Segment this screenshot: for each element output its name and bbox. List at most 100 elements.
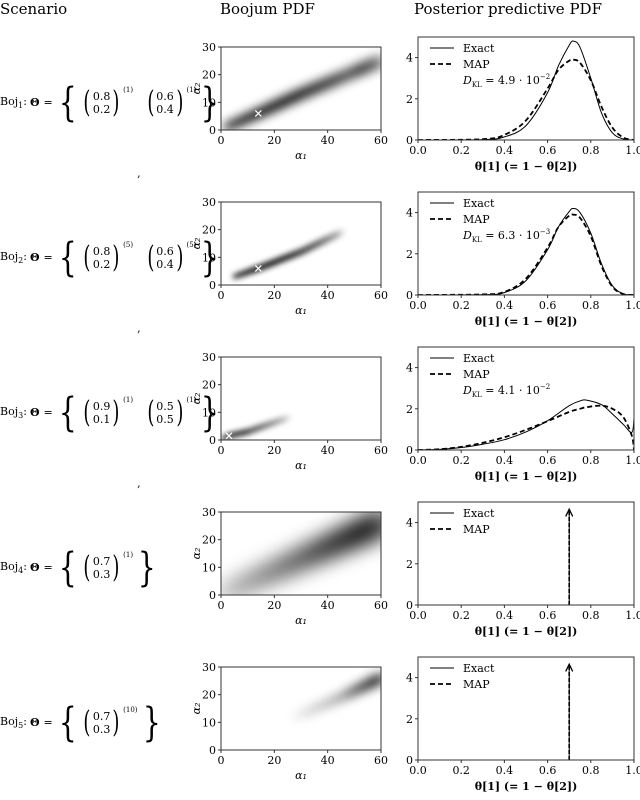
x-tick-label: 40 <box>321 289 335 302</box>
x-tick-label: 40 <box>321 599 335 612</box>
scenario-label-text: Boj <box>0 560 18 573</box>
y-axis-label: α₂ <box>190 703 203 715</box>
x-tick-label: 0.4 <box>496 144 514 157</box>
x-axis-label: θ[1] (= 1 − θ[2]) <box>475 160 578 173</box>
y-tick-label: 0 <box>406 444 413 457</box>
left-paren: ( <box>84 88 91 118</box>
y-tick-label: 4 <box>406 517 413 530</box>
header-boojum-pdf: Boojum PDF <box>220 0 315 18</box>
left-paren: ( <box>84 553 91 583</box>
theta-symbol: Θ <box>30 96 40 109</box>
scenario-label-text: Boj <box>0 250 18 263</box>
vector-top: 0.7 <box>93 555 111 568</box>
map-curve <box>418 406 634 450</box>
x-axis-label: α₁ <box>295 149 307 162</box>
scenario-label-text: Boj <box>0 95 18 108</box>
equals-sign: = <box>44 561 53 574</box>
right-paren: ) <box>176 243 183 273</box>
legend-map-label: MAP <box>463 523 490 536</box>
legend-map-label: MAP <box>463 678 490 691</box>
left-paren: ( <box>84 243 91 273</box>
left-paren: ( <box>84 398 91 428</box>
y-tick-label: 0 <box>209 124 216 137</box>
colon: : <box>23 250 27 263</box>
colon: : <box>23 715 27 728</box>
right-paren: ) <box>176 398 183 428</box>
vector-bottom: 0.5 <box>156 413 174 426</box>
scenario-label-text: Boj <box>0 405 18 418</box>
x-tick-label: 1.0 <box>625 764 640 777</box>
x-axis-label: θ[1] (= 1 − θ[2]) <box>475 315 578 328</box>
y-tick-label: 30 <box>202 506 216 519</box>
x-tick-label: 1.0 <box>625 454 640 467</box>
y-tick-label: 20 <box>202 689 216 702</box>
vector-bottom: 0.1 <box>93 413 111 426</box>
y-tick-label: 10 <box>202 96 216 109</box>
header-posterior-pdf: Posterior predictive PDF <box>414 0 602 18</box>
left-paren: ( <box>147 398 154 428</box>
x-tick-label: 0.6 <box>539 144 557 157</box>
axes-frame <box>418 192 634 295</box>
legend-map-label: MAP <box>463 213 490 226</box>
y-tick-label: 4 <box>406 207 413 220</box>
theta-symbol: Θ <box>30 251 40 264</box>
x-axis-label: α₁ <box>295 769 307 782</box>
y-axis-label: α₂ <box>190 238 203 250</box>
y-tick-label: 2 <box>406 403 413 416</box>
axes-frame <box>418 347 634 450</box>
y-tick-label: 0 <box>406 134 413 147</box>
y-axis-label: α₂ <box>190 548 203 560</box>
y-tick-label: 0 <box>209 589 216 602</box>
x-axis-label: θ[1] (= 1 − θ[2]) <box>475 470 578 483</box>
y-tick-label: 4 <box>406 362 413 375</box>
x-axis-label: θ[1] (= 1 − θ[2]) <box>475 780 578 793</box>
x-tick-label: 60 <box>374 134 388 147</box>
y-tick-label: 0 <box>406 599 413 612</box>
right-paren: ) <box>113 243 120 273</box>
x-tick-label: 20 <box>267 289 281 302</box>
left-paren: ( <box>147 88 154 118</box>
right-paren: ) <box>176 88 183 118</box>
equals-sign: = <box>44 716 53 729</box>
y-tick-label: 2 <box>406 713 413 726</box>
legend-exact-label: Exact <box>463 42 495 55</box>
exact-curve <box>418 41 634 140</box>
x-tick-label: 0 <box>218 754 225 767</box>
kl-divergence-annotation: DKL = 4.9 · 10−2 <box>462 73 550 89</box>
left-brace: { <box>59 393 77 433</box>
x-tick-label: 0.8 <box>582 609 600 622</box>
x-tick-label: 0.8 <box>582 144 600 157</box>
x-tick-label: 20 <box>267 599 281 612</box>
y-tick-label: 4 <box>406 52 413 65</box>
vector-bottom: 0.4 <box>156 258 174 271</box>
vector-bottom: 0.4 <box>156 103 174 116</box>
x-tick-label: 0.4 <box>496 454 514 467</box>
left-brace: { <box>59 83 77 123</box>
right-paren: ) <box>113 708 120 738</box>
x-tick-label: 0.6 <box>539 609 557 622</box>
vector-top: 0.6 <box>156 90 174 103</box>
vector-count: (10) <box>123 706 137 714</box>
x-tick-label: 0.2 <box>452 609 470 622</box>
density-plot <box>221 357 381 440</box>
x-tick-label: 0.4 <box>496 609 514 622</box>
comma: , <box>137 167 141 180</box>
